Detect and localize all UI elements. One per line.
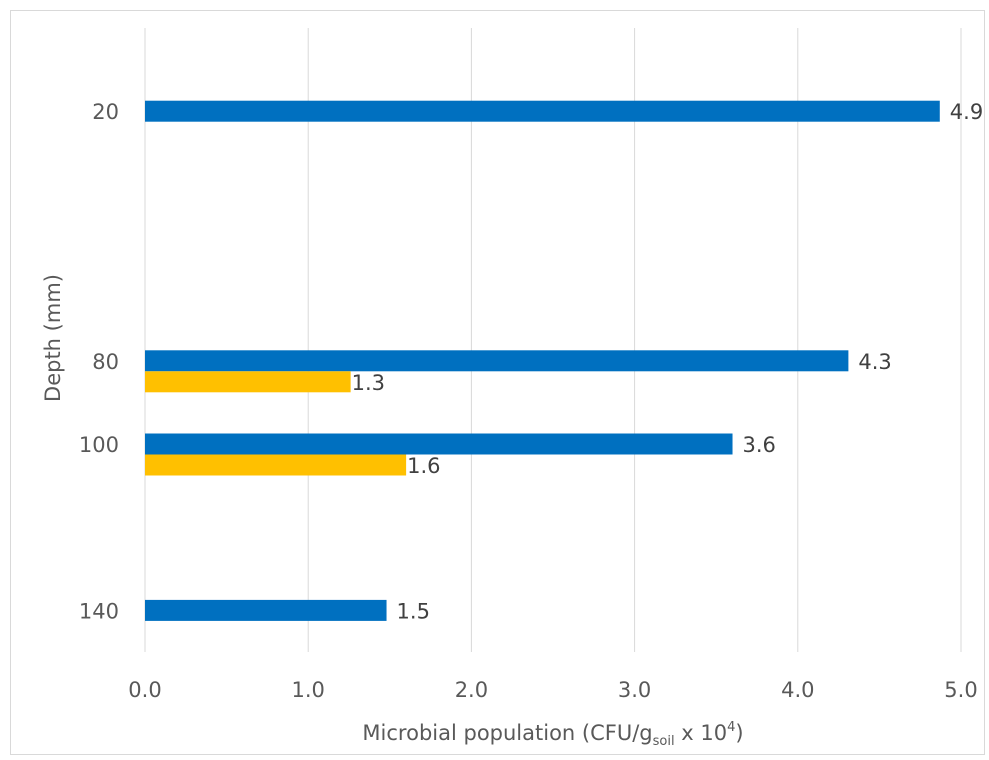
x-tick-label: 2.0 xyxy=(455,678,488,702)
y-tick-label: 100 xyxy=(79,433,119,457)
data-label: 1.6 xyxy=(407,454,440,478)
x-axis-title: Microbial population (CFU/gsoil x 104) xyxy=(362,720,743,749)
bar xyxy=(145,350,849,372)
data-labels: 4.9 4.3 3.6 1.5 1.3 1.6 xyxy=(352,100,984,623)
y-tick-label: 80 xyxy=(92,350,119,374)
gridlines xyxy=(144,28,962,652)
data-label: 1.3 xyxy=(352,371,385,395)
x-axis-title-subscript: soil xyxy=(653,734,675,749)
data-label: 3.6 xyxy=(743,433,776,457)
x-axis-title-superscript: 4 xyxy=(727,720,735,735)
y-tick-label: 140 xyxy=(79,599,119,623)
data-label: 1.5 xyxy=(397,599,430,623)
data-label: 4.3 xyxy=(858,350,891,374)
x-axis-title-end: ) xyxy=(735,721,743,745)
bar xyxy=(145,371,351,393)
x-tick-label: 5.0 xyxy=(944,678,977,702)
x-tick-label: 1.0 xyxy=(291,678,324,702)
bar xyxy=(145,100,940,122)
y-axis-title: Depth (mm) xyxy=(41,274,65,402)
bar xyxy=(145,433,733,455)
x-axis-title-mid: x 10 xyxy=(675,721,728,745)
x-tick-label: 0.0 xyxy=(128,678,161,702)
y-tick-label: 20 xyxy=(92,100,119,124)
x-axis-title-main: Microbial population (CFU/g xyxy=(362,721,652,745)
data-label: 4.9 xyxy=(950,100,983,124)
x-tick-label: 3.0 xyxy=(618,678,651,702)
y-tick-labels: 20 80 100 140 xyxy=(79,100,119,623)
x-tick-labels: 0.0 1.0 2.0 3.0 4.0 5.0 xyxy=(128,678,977,702)
bar xyxy=(145,454,407,476)
bars xyxy=(145,100,940,621)
bar xyxy=(145,599,387,621)
x-tick-label: 4.0 xyxy=(781,678,814,702)
